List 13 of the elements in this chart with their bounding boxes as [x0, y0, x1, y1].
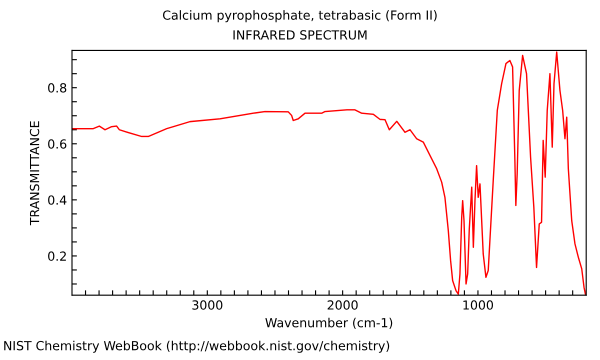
y-axis-title: TRANSMITTANCE [30, 121, 40, 226]
x-tick-label: 3000 [192, 300, 222, 310]
line-series [72, 51, 586, 295]
x-tick-label: 2000 [328, 300, 358, 310]
chart-subtitle: INFRARED SPECTRUM [233, 30, 367, 40]
x-axis-title: Wavenumber (cm-1) [265, 318, 392, 329]
y-tick-label: 0.2 [48, 251, 66, 261]
y-tick-label: 0.6 [48, 139, 66, 149]
x-tick-label: 1000 [463, 300, 494, 310]
y-tick-label: 0.4 [48, 195, 66, 205]
chart-title: Calcium pyrophosphate, tetrabasic (Form II) [162, 10, 437, 22]
text: NIST Chemistry WebBook (http://webbook.nist.gov/chemistry) [4, 340, 390, 353]
y-tick-label: 0.8 [48, 83, 66, 93]
